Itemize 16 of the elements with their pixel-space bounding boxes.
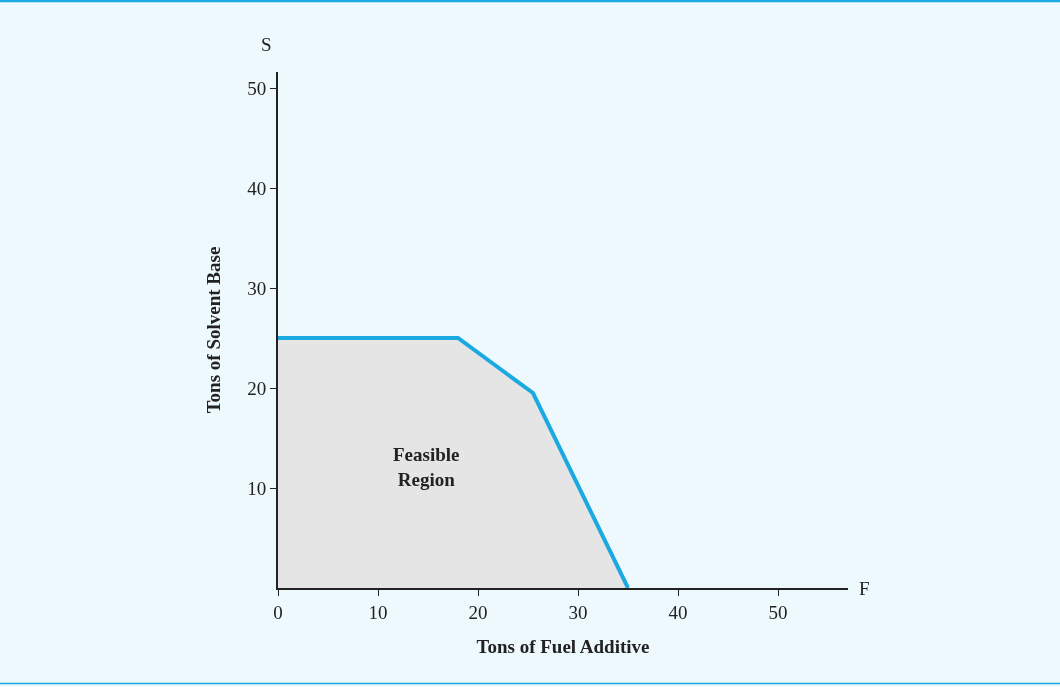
y-tick-label: 30: [247, 277, 267, 299]
annotation: Feasible Region: [393, 444, 460, 490]
x-axis-title: Tons of Fuel Additive: [476, 636, 650, 658]
x-tick-label: 10: [368, 601, 388, 623]
x-tick-label: 0: [273, 601, 283, 623]
y-tick-label: 40: [247, 177, 267, 199]
x-tick-label: 40: [668, 601, 688, 623]
text: F: [859, 578, 870, 599]
y-tick-label: 10: [247, 477, 267, 499]
y-axis-title: Tons of Solvent Base: [202, 246, 224, 414]
x-tick-label: 50: [768, 601, 788, 623]
y-tick-label: 50: [247, 77, 267, 99]
x-tick-label: 30: [568, 601, 588, 623]
text: S: [261, 34, 272, 55]
x-tick-label: 20: [468, 601, 488, 623]
y-tick-label: 20: [247, 377, 267, 399]
